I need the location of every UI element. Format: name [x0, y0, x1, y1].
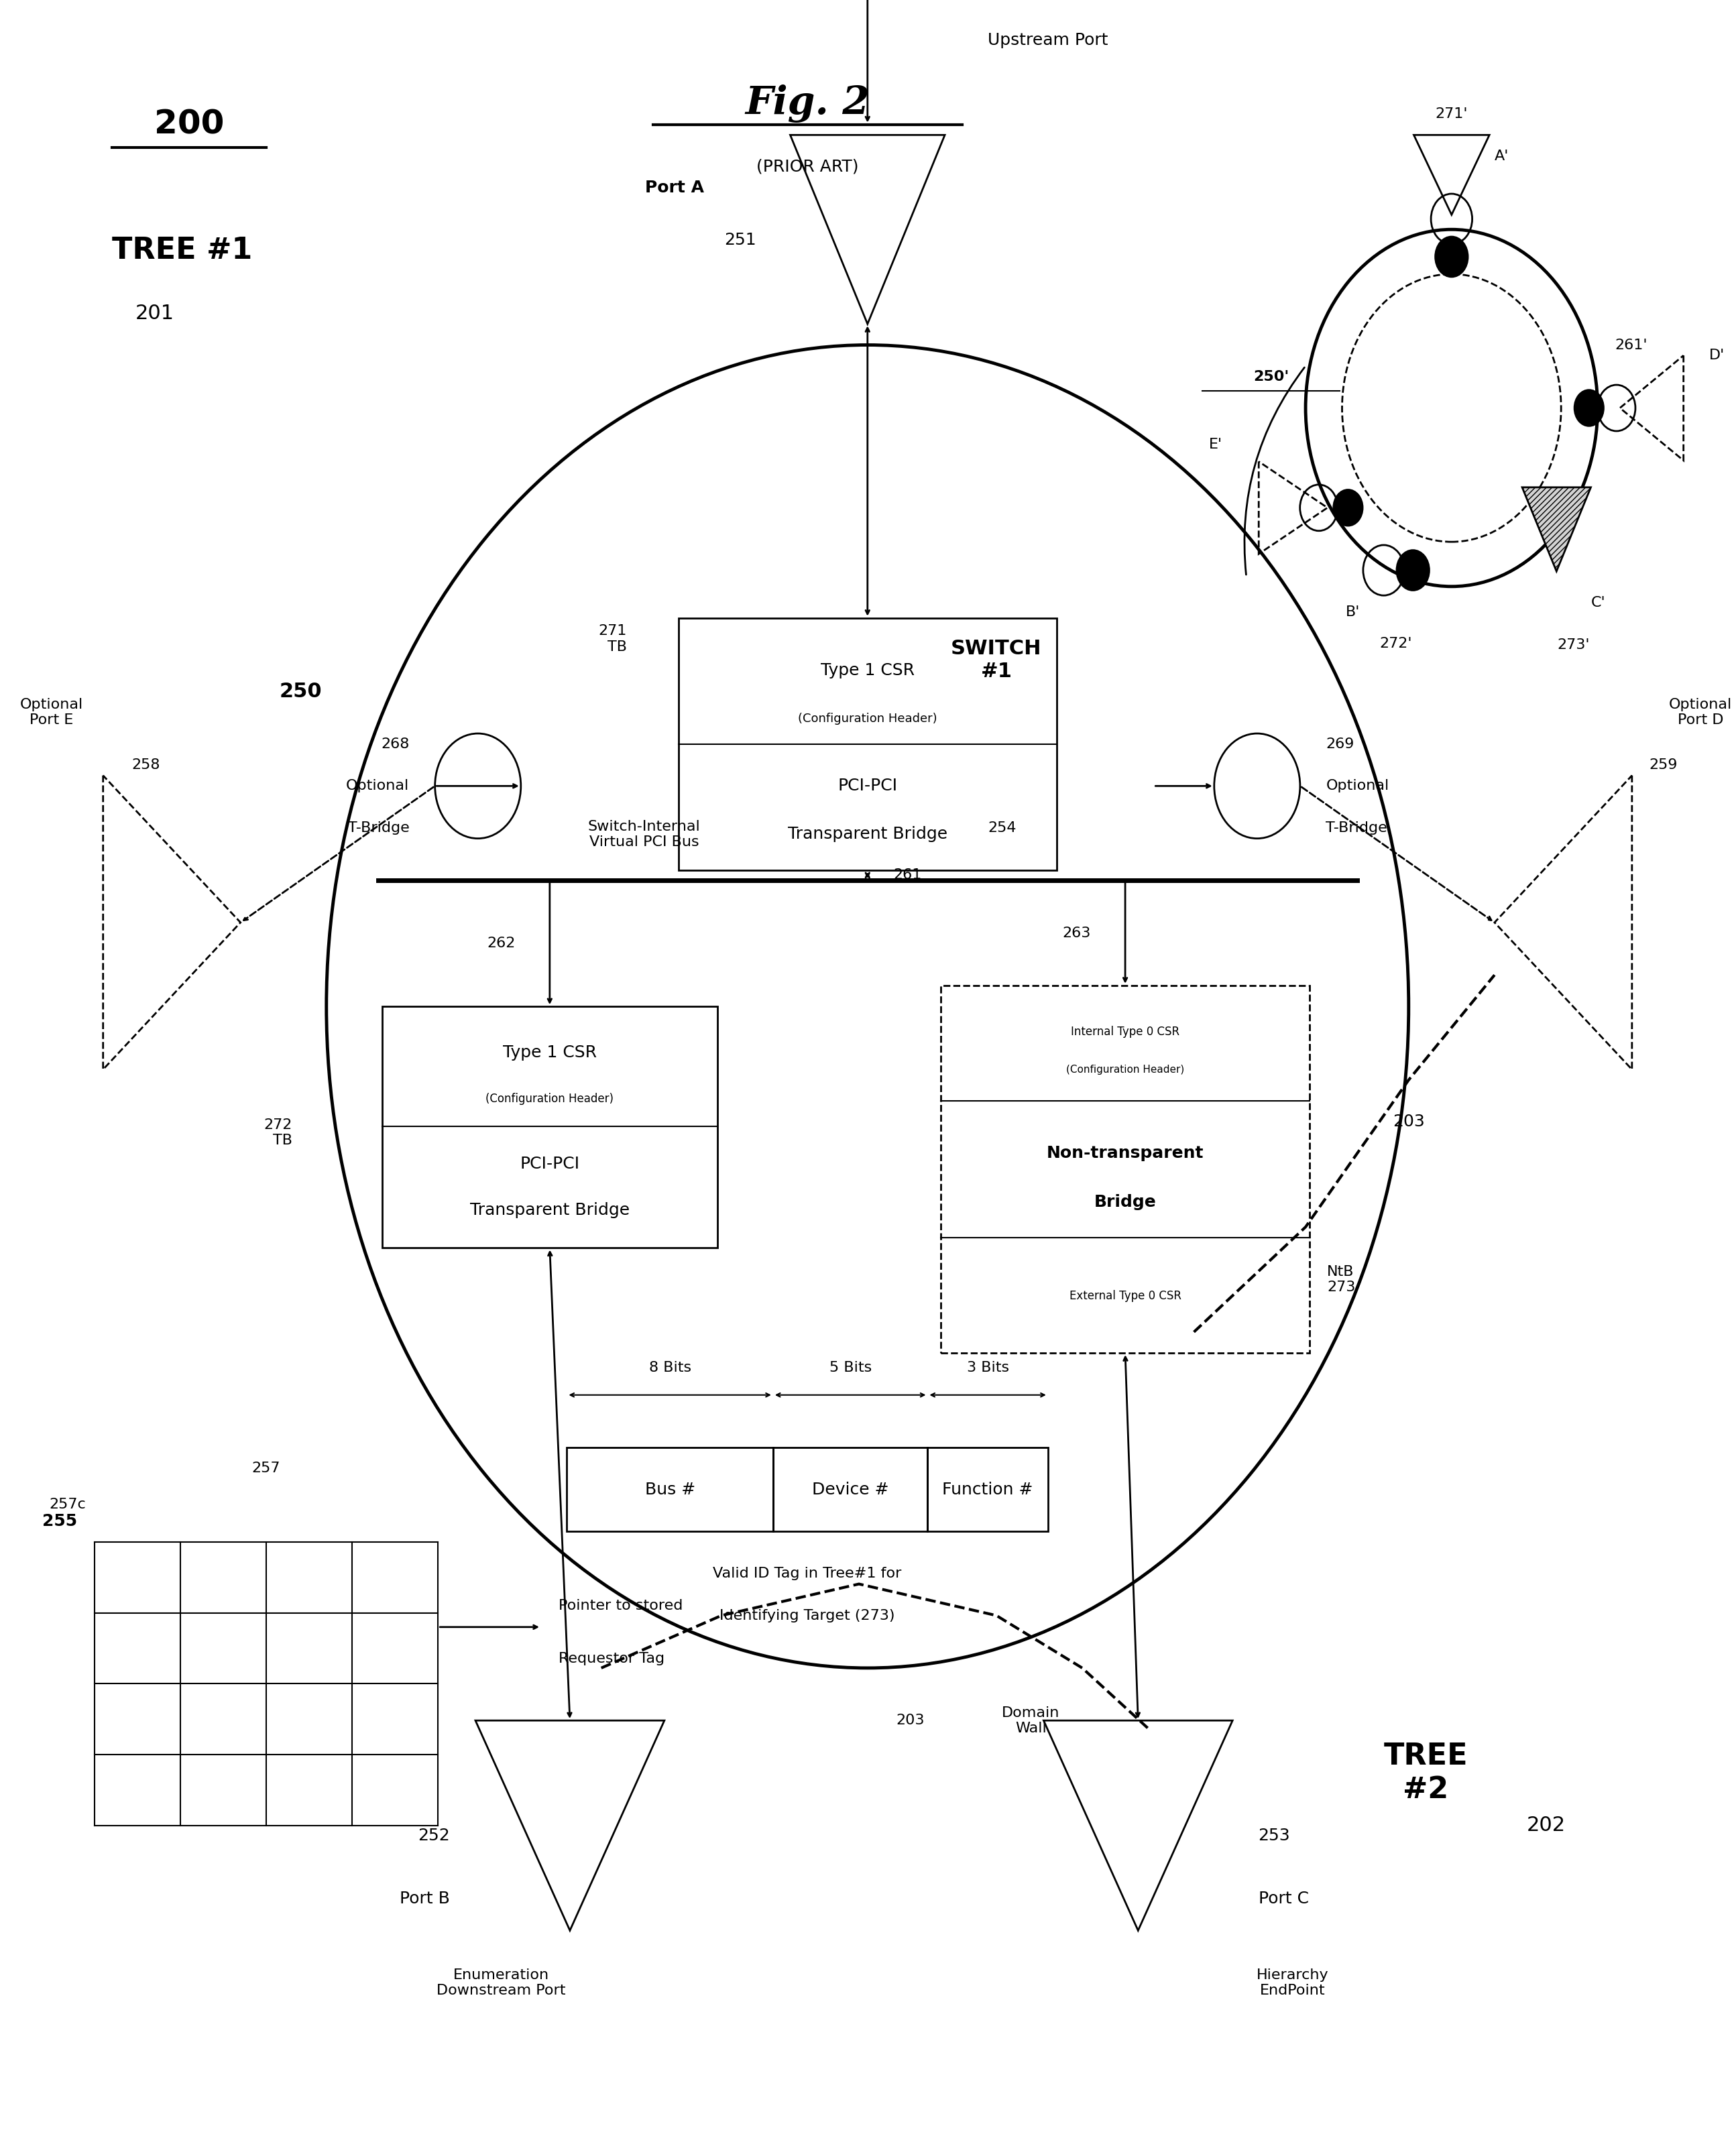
Text: PCI-PCI: PCI-PCI	[519, 1157, 580, 1172]
Text: 268: 268	[380, 737, 410, 750]
Text: 271': 271'	[1436, 107, 1469, 121]
Text: 261: 261	[894, 869, 922, 882]
Text: TREE #1: TREE #1	[111, 236, 252, 264]
Text: 257c: 257c	[49, 1497, 85, 1510]
Text: Port B: Port B	[399, 1891, 450, 1906]
Text: 263: 263	[1062, 927, 1090, 939]
Text: E': E'	[1208, 439, 1222, 452]
Text: Enumeration
Downstream Port: Enumeration Downstream Port	[437, 1968, 566, 1998]
Text: 8 Bits: 8 Bits	[649, 1361, 691, 1374]
Text: Optional
Port D: Optional Port D	[1668, 699, 1733, 726]
Text: 253: 253	[1259, 1828, 1290, 1845]
Text: Port A: Port A	[646, 179, 705, 196]
Text: 201: 201	[135, 305, 174, 324]
Text: Valid ID Tag in Tree#1 for: Valid ID Tag in Tree#1 for	[713, 1568, 901, 1580]
Text: NtB
273: NtB 273	[1326, 1265, 1356, 1293]
Text: Switch-Internal
Virtual PCI Bus: Switch-Internal Virtual PCI Bus	[589, 820, 700, 850]
Text: 3 Bits: 3 Bits	[967, 1361, 1009, 1374]
Text: Internal Type 0 CSR: Internal Type 0 CSR	[1071, 1027, 1179, 1037]
Text: Type 1 CSR: Type 1 CSR	[503, 1044, 597, 1061]
Text: A': A'	[1495, 149, 1509, 162]
Text: Device #: Device #	[812, 1482, 889, 1497]
Text: 257: 257	[252, 1461, 281, 1476]
Text: 255: 255	[42, 1512, 78, 1529]
Text: 203: 203	[896, 1715, 925, 1727]
Text: Non-transparent: Non-transparent	[1047, 1146, 1203, 1161]
Text: Upstream Port: Upstream Port	[988, 32, 1108, 49]
Text: TREE
#2: TREE #2	[1384, 1742, 1469, 1804]
Text: Transparent Bridge: Transparent Bridge	[788, 826, 948, 841]
Text: (Configuration Header): (Configuration Header)	[799, 714, 937, 724]
Text: 202: 202	[1526, 1815, 1566, 1836]
Text: External Type 0 CSR: External Type 0 CSR	[1069, 1291, 1180, 1301]
Text: Requestor Tag: Requestor Tag	[559, 1653, 665, 1666]
Text: 272': 272'	[1380, 637, 1411, 650]
Text: (Configuration Header): (Configuration Header)	[486, 1093, 615, 1105]
Text: Bus #: Bus #	[644, 1482, 694, 1497]
Text: Type 1 CSR: Type 1 CSR	[821, 662, 915, 679]
Text: Hierarchy
EndPoint: Hierarchy EndPoint	[1257, 1968, 1328, 1998]
Text: 203: 203	[1392, 1114, 1425, 1131]
Text: 273': 273'	[1557, 639, 1590, 652]
Text: B': B'	[1345, 605, 1359, 620]
Text: Optional: Optional	[1326, 780, 1389, 792]
Text: 252: 252	[418, 1828, 450, 1845]
Text: (Configuration Header): (Configuration Header)	[1066, 1065, 1184, 1074]
Circle shape	[1573, 390, 1604, 426]
Text: D': D'	[1710, 349, 1726, 362]
Text: 5 Bits: 5 Bits	[830, 1361, 871, 1374]
Text: 269: 269	[1326, 737, 1354, 750]
Text: Domain
Wall: Domain Wall	[1002, 1706, 1059, 1736]
Polygon shape	[1522, 488, 1590, 571]
Text: Optional
Port E: Optional Port E	[19, 699, 83, 726]
Text: 250': 250'	[1253, 371, 1290, 383]
Circle shape	[1396, 550, 1430, 592]
Text: Bridge: Bridge	[1094, 1193, 1156, 1210]
Text: Function #: Function #	[943, 1482, 1033, 1497]
Text: (PRIOR ART): (PRIOR ART)	[757, 158, 859, 175]
Text: Transparent Bridge: Transparent Bridge	[470, 1201, 630, 1218]
Text: 258: 258	[132, 758, 160, 771]
Text: 272
TB: 272 TB	[264, 1118, 292, 1146]
Text: Optional: Optional	[345, 780, 410, 792]
Text: Pointer to stored: Pointer to stored	[559, 1600, 682, 1612]
Text: 250: 250	[279, 682, 321, 701]
Text: 259: 259	[1649, 758, 1677, 771]
Text: Identifying Target (273): Identifying Target (273)	[720, 1608, 896, 1623]
Text: C': C'	[1590, 596, 1606, 609]
Text: T-Bridge: T-Bridge	[1326, 822, 1387, 835]
Text: 271
TB: 271 TB	[599, 624, 627, 654]
Text: Port C: Port C	[1259, 1891, 1309, 1906]
Text: 261': 261'	[1614, 339, 1647, 351]
Text: 251: 251	[724, 232, 755, 247]
Text: 254: 254	[988, 822, 1016, 835]
Text: Fig. 2: Fig. 2	[745, 85, 870, 124]
Circle shape	[1333, 488, 1363, 526]
Text: PCI-PCI: PCI-PCI	[838, 777, 898, 794]
Text: SWITCH
#1: SWITCH #1	[951, 639, 1042, 682]
Circle shape	[1434, 236, 1469, 277]
Text: T-Bridge: T-Bridge	[347, 822, 410, 835]
Text: 200: 200	[155, 109, 224, 141]
Text: 262: 262	[486, 937, 516, 950]
